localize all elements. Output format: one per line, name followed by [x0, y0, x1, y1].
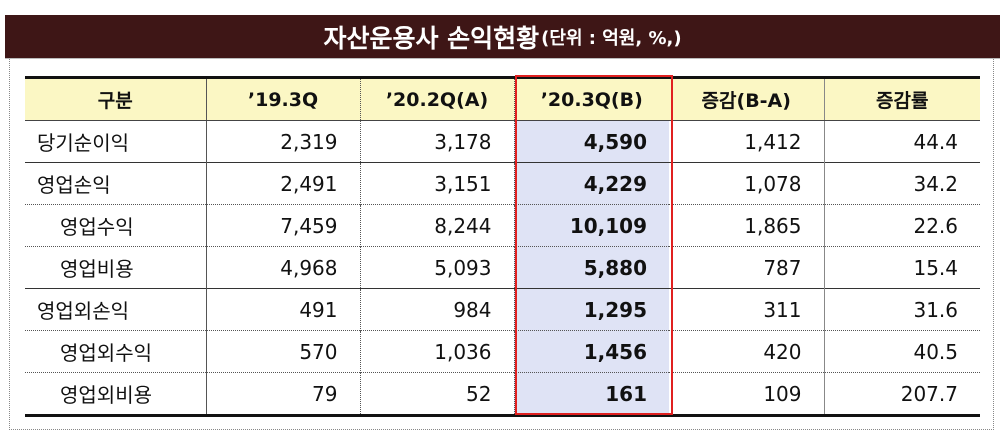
cell-value-highlight: 1,456 — [514, 330, 669, 373]
cell-value-highlight: 10,109 — [514, 204, 669, 247]
cell-value: 52 — [360, 372, 515, 417]
table-row: 영업외수익 570 1,036 1,456 420 40.5 — [25, 330, 980, 373]
cell-value: 8,244 — [360, 204, 515, 247]
row-label: 영업수익 — [25, 204, 207, 247]
header-change: 증감(B-A) — [669, 77, 825, 121]
cell-value: 420 — [669, 330, 825, 373]
table-row: 영업비용 4,968 5,093 5,880 787 15.4 — [25, 246, 980, 289]
cell-value: 5,093 — [360, 246, 515, 289]
header-category: 구분 — [25, 77, 207, 121]
cell-value: 79 — [206, 372, 361, 417]
cell-value: 1,078 — [669, 162, 825, 205]
cell-value: 2,319 — [206, 120, 361, 163]
cell-value: 1,036 — [360, 330, 515, 373]
cell-value: 1,412 — [669, 120, 825, 163]
cell-value: 109 — [669, 372, 825, 417]
header-20-2q: ’20.2Q(A) — [360, 77, 515, 121]
header-row: 구분 ’19.3Q ’20.2Q(A) ’20.3Q(B) 증감(B-A) 증감… — [25, 77, 980, 121]
table-frame — [9, 59, 994, 430]
row-label: 영업외수익 — [25, 330, 207, 373]
cell-value: 3,178 — [360, 120, 515, 163]
cell-value: 787 — [669, 246, 825, 289]
cell-value-highlight: 4,229 — [514, 162, 669, 205]
row-label: 영업손익 — [25, 162, 207, 205]
cell-value: 34.2 — [824, 162, 980, 205]
cell-value: 207.7 — [824, 372, 980, 417]
table-row: 영업외비용 79 52 161 109 207.7 — [25, 372, 980, 417]
cell-value-highlight: 4,590 — [514, 120, 669, 163]
table-row: 당기순이익 2,319 3,178 4,590 1,412 44.4 — [25, 120, 980, 163]
cell-value: 311 — [669, 288, 825, 331]
cell-value: 1,865 — [669, 204, 825, 247]
row-label: 영업외비용 — [25, 372, 207, 417]
table-row: 영업외손익 491 984 1,295 311 31.6 — [25, 288, 980, 331]
cell-value: 15.4 — [824, 246, 980, 289]
cell-value: 3,151 — [360, 162, 515, 205]
cell-value-highlight: 5,880 — [514, 246, 669, 289]
header-20-3q: ’20.3Q(B) — [514, 77, 669, 121]
row-label: 당기순이익 — [25, 120, 207, 163]
title-unit: (단위 : 억원, %,) — [541, 27, 682, 49]
cell-value: 984 — [360, 288, 515, 331]
header-19-3q: ’19.3Q — [206, 77, 361, 121]
cell-value: 4,968 — [206, 246, 361, 289]
cell-value: 44.4 — [824, 120, 980, 163]
profit-loss-table: 구분 ’19.3Q ’20.2Q(A) ’20.3Q(B) 증감(B-A) 증감… — [25, 76, 980, 417]
row-label: 영업비용 — [25, 246, 207, 289]
table-row: 영업수익 7,459 8,244 10,109 1,865 22.6 — [25, 204, 980, 247]
header-change-rate: 증감률 — [824, 77, 980, 121]
title-main: 자산운용사 손익현황 — [323, 23, 540, 53]
cell-value: 40.5 — [824, 330, 980, 373]
cell-value: 570 — [206, 330, 361, 373]
table-row: 영업손익 2,491 3,151 4,229 1,078 34.2 — [25, 162, 980, 205]
cell-value-highlight: 1,295 — [514, 288, 669, 331]
cell-value: 31.6 — [824, 288, 980, 331]
cell-value: 7,459 — [206, 204, 361, 247]
row-label: 영업외손익 — [25, 288, 207, 331]
cell-value-highlight: 161 — [514, 372, 669, 417]
cell-value: 491 — [206, 288, 361, 331]
title-bar: 자산운용사 손익현황 (단위 : 억원, %,) — [5, 15, 1000, 59]
cell-value: 2,491 — [206, 162, 361, 205]
cell-value: 22.6 — [824, 204, 980, 247]
